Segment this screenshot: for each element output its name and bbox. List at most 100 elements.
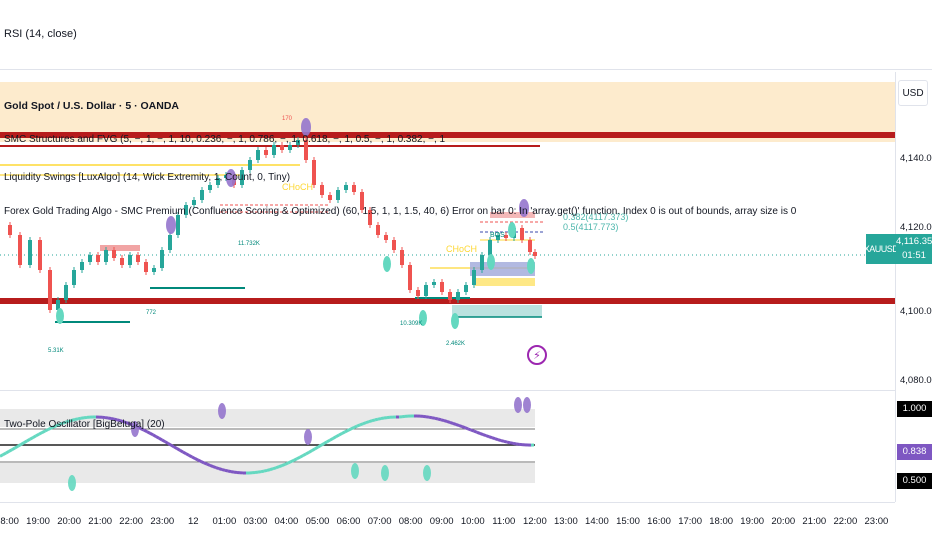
fvg-box	[100, 245, 140, 251]
osc-value-tag: 0.838	[897, 444, 932, 460]
oscillator-segment	[431, 416, 436, 420]
time-tick: 21:00	[802, 516, 827, 527]
oscillator-segment	[458, 424, 463, 428]
time-tick: 18:00	[709, 516, 734, 527]
volume-label: 10.309K	[400, 321, 422, 327]
candle-body	[528, 240, 532, 252]
volume-label: 11.732K	[238, 241, 260, 247]
oscillator-segment	[164, 440, 169, 445]
candle-body	[312, 160, 316, 185]
candle-body	[48, 270, 52, 310]
oscillator-segment	[182, 450, 187, 456]
oscillator-segment	[71, 418, 76, 422]
indicator-legend-forex-algo[interactable]: Forex Gold Trading Algo - SMC Premium (C…	[4, 206, 797, 217]
oscillator-segment	[455, 423, 460, 427]
oscillator-segment	[176, 447, 181, 452]
oscillator-segment	[0, 453, 4, 458]
symbol-tag: XAUUSD	[864, 234, 899, 264]
candle-body	[304, 140, 308, 160]
rsi-indicator-label[interactable]: RSI (14, close)	[4, 28, 77, 40]
oscillator-signal-marker	[351, 463, 359, 479]
oscillator-segment	[338, 432, 343, 437]
price-chart-canvas: 5.31K 11.732K 10.309K 2.462K 772 170 CHo…	[0, 82, 895, 354]
candle-body	[96, 255, 100, 262]
oscillator-segment	[107, 416, 112, 420]
swing-high-marker	[301, 118, 311, 136]
oscillator-segment	[260, 469, 265, 474]
oscillator-segment	[149, 431, 154, 437]
oscillator-segment	[32, 434, 37, 439]
oscillator-segment	[50, 425, 55, 430]
candle-body	[352, 185, 356, 192]
swing-low-marker	[383, 256, 391, 272]
price-level: 4,120.000	[900, 222, 932, 233]
flash-icon[interactable]: ⚡	[527, 345, 547, 365]
candle-body	[144, 262, 148, 272]
count-label: 772	[146, 310, 157, 316]
osc-value-tag: 0.500	[897, 473, 932, 489]
candle-body	[328, 195, 332, 200]
indicator-legend-smc[interactable]: SMC Structures and FVG (5, −, 1, −, 1, 1…	[4, 134, 446, 145]
time-tick: 22:00	[119, 516, 144, 527]
rsi-pane[interactable]: RSI (14, close)	[0, 0, 932, 70]
oscillator-segment	[188, 454, 193, 459]
oscillator-segment	[440, 418, 445, 423]
candle-body	[104, 250, 108, 262]
candle-body	[520, 228, 524, 240]
price-level: 4,100.000	[900, 306, 932, 317]
candle-body	[38, 240, 42, 270]
oscillator-segment	[503, 439, 508, 444]
candle-body	[264, 150, 268, 155]
time-tick: 04:00	[274, 516, 299, 527]
symbol-title[interactable]: Gold Spot / U.S. Dollar · 5 · OANDA	[4, 100, 180, 112]
candle-body	[200, 190, 204, 200]
candle-body	[392, 240, 396, 250]
oscillator-label[interactable]: Two-Pole Oscillator [BigBeluga] (20)	[4, 419, 165, 430]
oscillator-segment	[353, 424, 358, 429]
oscillator-segment	[332, 435, 337, 440]
swing-high-marker	[166, 216, 176, 234]
oscillator-segment	[221, 468, 226, 472]
oscillator-segment	[20, 441, 25, 446]
oscillator-segment	[155, 435, 160, 440]
oscillator-segment	[209, 464, 214, 468]
oscillator-segment	[491, 436, 496, 441]
oscillator-segment	[350, 426, 355, 431]
oscillator-segment	[113, 417, 118, 422]
support-band	[0, 298, 895, 304]
oscillator-segment	[47, 426, 52, 431]
resistance-band	[0, 132, 895, 138]
oscillator-segment	[74, 417, 79, 421]
oscillator-segment	[506, 440, 511, 445]
oscillator-pane[interactable]	[0, 390, 895, 502]
time-tick: 14:00	[585, 516, 609, 527]
currency-button[interactable]: USD	[898, 80, 928, 106]
oscillator-segment	[38, 431, 43, 436]
main-chart-pane[interactable]: 5.31K 11.732K 10.309K 2.462K 772 170 CHo…	[0, 72, 895, 387]
current-price-value: 4,116.350	[896, 236, 932, 247]
oscillator-segment	[365, 420, 370, 425]
time-tick: 08:00	[398, 516, 423, 527]
oscillator-signal-marker	[514, 397, 522, 413]
oscillator-segment	[443, 419, 448, 423]
candle-body	[424, 285, 428, 296]
candle-body	[472, 270, 476, 285]
osc-value-tag: 1.000	[897, 401, 932, 417]
oscillator-segment	[218, 467, 223, 471]
oscillator-segment	[125, 421, 130, 425]
oscillator-segment	[461, 425, 466, 430]
oscillator-segment	[167, 442, 172, 447]
oscillator-segment	[299, 454, 304, 459]
oscillator-segment	[428, 415, 433, 420]
swing-high-marker	[226, 169, 236, 187]
oscillator-segment	[509, 441, 514, 445]
candle-body	[376, 225, 380, 235]
indicator-legend-liquidity[interactable]: Liquidity Swings [LuxAlgo] (14, Wick Ext…	[4, 172, 291, 183]
time-tick: 10:00	[460, 516, 485, 527]
price-scale[interactable]	[895, 72, 932, 502]
time-axis[interactable]: 18:00 19:00 20:00 21:00 22:00 23:00 12 01:00 03:…	[0, 502, 895, 550]
oscillator-segment	[77, 416, 82, 421]
candle-body	[168, 235, 172, 250]
time-tick: 17:00	[678, 516, 702, 527]
price-level: 4,080.000	[900, 375, 932, 386]
